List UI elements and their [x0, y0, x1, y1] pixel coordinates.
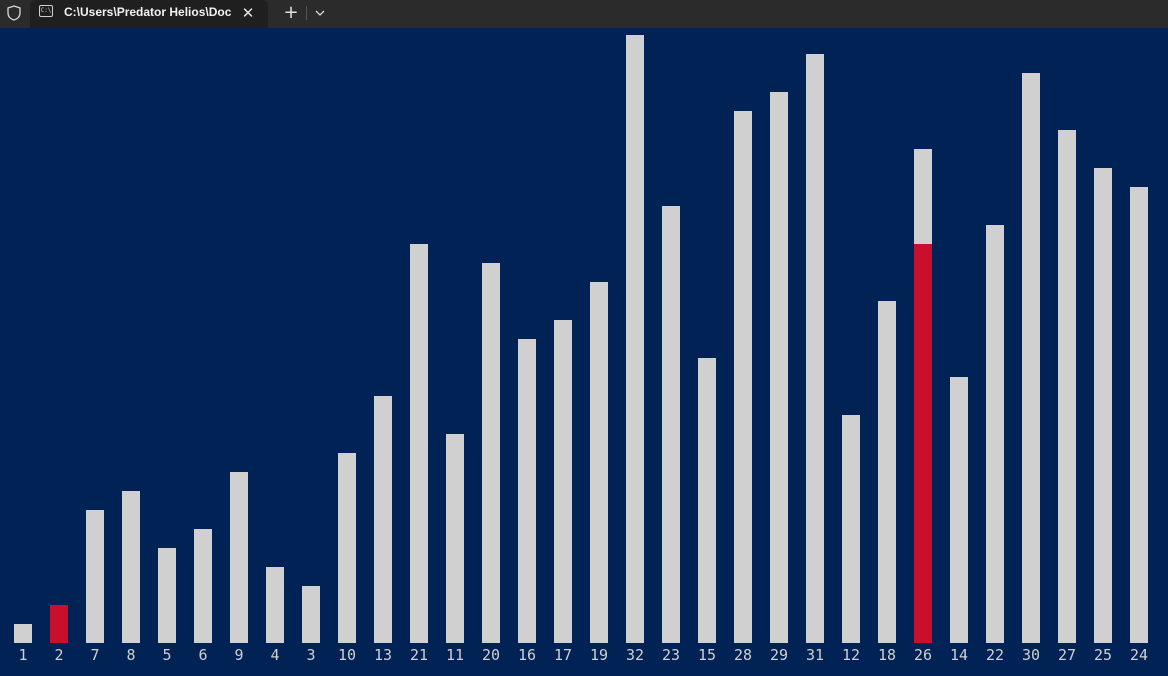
- bar-21: [410, 244, 428, 643]
- tick-label: 20: [482, 646, 500, 664]
- tick-label: 22: [986, 646, 1004, 664]
- bar-1: [14, 624, 32, 643]
- tick-label: 8: [126, 646, 135, 664]
- tick-label: 3: [306, 646, 315, 664]
- tick-label: 27: [1058, 646, 1076, 664]
- tick-label: 26: [914, 646, 932, 664]
- new-tab-button[interactable]: +: [283, 2, 299, 23]
- tick-label: 15: [698, 646, 716, 664]
- bar-highlight-2: [50, 605, 68, 643]
- bar-24: [1130, 187, 1148, 643]
- close-icon[interactable]: ✕: [241, 4, 255, 22]
- tick-label: 30: [1022, 646, 1040, 664]
- title-bar: C:\ C:\Users\Predator Helios\Doc ✕ +: [0, 0, 1168, 28]
- bar-17: [554, 320, 572, 643]
- bar-30: [1022, 73, 1040, 643]
- tick-label: 18: [878, 646, 896, 664]
- bar-14: [950, 377, 968, 643]
- tick-label: 12: [842, 646, 860, 664]
- terminal-tab[interactable]: C:\ C:\Users\Predator Helios\Doc ✕: [30, 0, 268, 28]
- bar-15: [698, 358, 716, 643]
- bar-18: [878, 301, 896, 643]
- bar-27: [1058, 130, 1076, 643]
- bar-6: [194, 529, 212, 643]
- bar-20: [482, 263, 500, 643]
- bar-16: [518, 339, 536, 643]
- divider: [306, 6, 307, 20]
- tick-label: 7: [90, 646, 99, 664]
- tick-label: 31: [806, 646, 824, 664]
- bar-23: [662, 206, 680, 643]
- tick-label: 24: [1130, 646, 1148, 664]
- bar-29: [770, 92, 788, 643]
- bar-chart: 1 2 7 8 5 6 9 4 3 10 13 21 11 20 16 17 19 32 23 15 28 29 31 12 1…: [14, 35, 1148, 664]
- tick-label: 19: [590, 646, 608, 664]
- tab-title: C:\Users\Predator Helios\Doc: [64, 5, 232, 19]
- bar-highlight-26: [914, 244, 932, 643]
- bar-4: [266, 567, 284, 643]
- bar-9: [230, 472, 248, 643]
- tick-label: 6: [198, 646, 207, 664]
- bar-7: [86, 510, 104, 643]
- bar-19: [590, 282, 608, 643]
- bar-5: [158, 548, 176, 643]
- bar-11: [446, 434, 464, 643]
- bar-3: [302, 586, 320, 643]
- tick-label: 17: [554, 646, 572, 664]
- bar-32: [626, 35, 644, 643]
- tick-label: 32: [626, 646, 644, 664]
- bar-10: [338, 453, 356, 643]
- bar-22: [986, 225, 1004, 643]
- tick-label: 2: [54, 646, 63, 664]
- tick-label: 29: [770, 646, 788, 664]
- bar-12: [842, 415, 860, 643]
- tick-label: 1: [18, 646, 27, 664]
- shield-icon: [5, 4, 23, 22]
- tick-label: 21: [410, 646, 428, 664]
- tick-label: 28: [734, 646, 752, 664]
- bar-8: [122, 491, 140, 643]
- chevron-down-icon[interactable]: [310, 3, 330, 23]
- bar-31: [806, 54, 824, 643]
- bar-13: [374, 396, 392, 643]
- tick-label: 13: [374, 646, 392, 664]
- tick-label: 10: [338, 646, 356, 664]
- tick-label: 5: [162, 646, 171, 664]
- bar-28: [734, 111, 752, 643]
- terminal-icon: C:\: [39, 5, 53, 17]
- tick-label: 16: [518, 646, 536, 664]
- tick-label: 14: [950, 646, 968, 664]
- tick-label: 4: [270, 646, 279, 664]
- tick-label: 23: [662, 646, 680, 664]
- tick-label: 9: [234, 646, 243, 664]
- bar-25: [1094, 168, 1112, 643]
- tick-label: 11: [446, 646, 464, 664]
- tick-label: 25: [1094, 646, 1112, 664]
